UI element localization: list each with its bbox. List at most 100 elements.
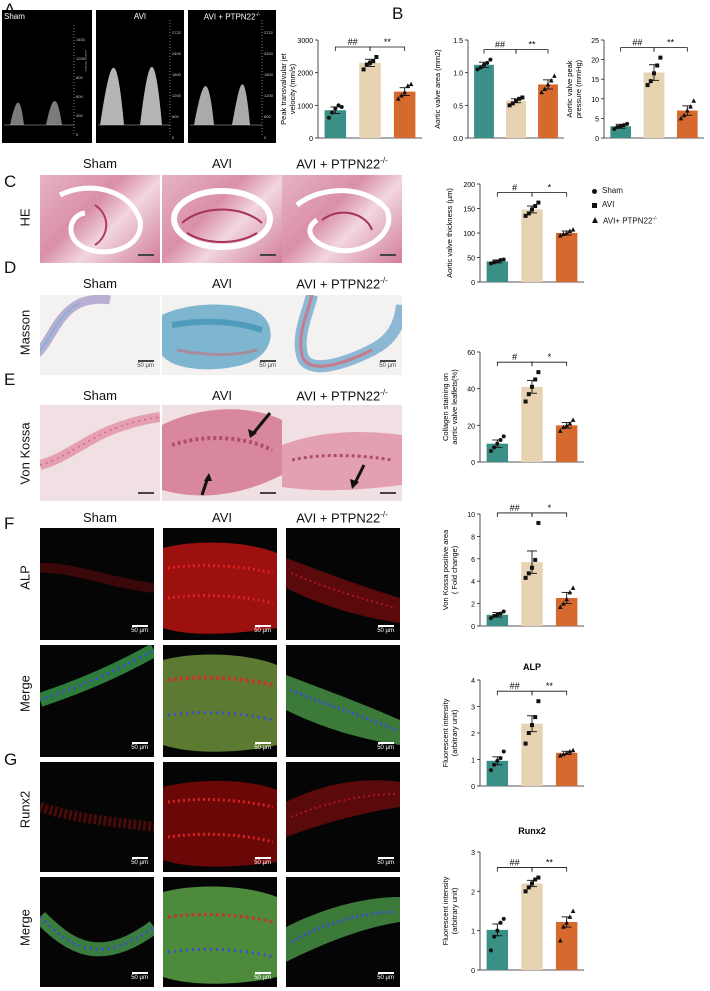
- data-point: [361, 67, 366, 72]
- row-label-merge-alp: Merge: [17, 675, 33, 712]
- row-label-alp: ALP: [17, 565, 33, 590]
- y-tick-label: 3000: [297, 38, 313, 45]
- echo-sham-title: Sham: [4, 12, 25, 21]
- scale-bar: 50 µm: [131, 857, 148, 866]
- y-tick-label: 1: [471, 929, 475, 936]
- bar-sham: [486, 760, 509, 786]
- data-point: [570, 747, 576, 753]
- data-point: [539, 89, 544, 95]
- panel-label-g: G: [4, 750, 18, 769]
- merge-alp-sham-image: 50 µm: [40, 645, 154, 757]
- data-point: [533, 715, 538, 720]
- scale-bar: [138, 492, 154, 495]
- masson-sham-image: 50 µm: [40, 295, 160, 375]
- data-point: [507, 103, 512, 108]
- panel-label-c: C: [4, 172, 17, 191]
- panel-label-d: D: [4, 258, 17, 277]
- y-axis-label: Aortic valve peakpressure (mmHg): [566, 59, 583, 118]
- y-axis-label: Peak transvalvular jetvelocity (mm/s): [279, 52, 297, 125]
- data-point: [536, 520, 541, 525]
- data-point: [536, 875, 541, 880]
- significance-bracket: [496, 690, 533, 696]
- data-point: [567, 914, 573, 919]
- significance-label: *: [548, 183, 552, 193]
- legend: Sham AVI AVI+ PTPN22-/-: [592, 184, 657, 229]
- data-point: [492, 613, 497, 618]
- col-title-sham-d: Sham: [83, 276, 117, 291]
- data-point: [658, 55, 663, 60]
- data-point: [368, 60, 372, 65]
- data-point: [510, 101, 515, 106]
- significance-label: ##: [495, 40, 505, 50]
- data-point: [561, 924, 566, 929]
- data-point: [618, 124, 623, 129]
- y-tick-label: 3: [471, 705, 475, 712]
- y-tick-label: 0: [471, 460, 475, 467]
- bar-ko: [538, 84, 558, 138]
- data-point: [475, 67, 480, 72]
- alp-ko-image: 50 µm: [286, 528, 400, 640]
- data-point: [530, 207, 534, 212]
- panel-label-f: F: [4, 514, 15, 533]
- data-point: [557, 428, 563, 433]
- y-tick-label: 0.0: [453, 136, 463, 143]
- scale-bar: 50 µm: [377, 857, 394, 866]
- vonkossa-sham-image: [40, 405, 160, 501]
- data-point: [561, 424, 566, 430]
- data-point: [514, 98, 518, 103]
- significance-label: ##: [510, 503, 520, 513]
- data-point: [691, 98, 697, 103]
- data-point: [570, 227, 576, 232]
- col-title-sham-c: Sham: [83, 156, 117, 171]
- significance-bracket: [496, 867, 533, 872]
- data-point: [488, 57, 493, 62]
- chart-vonkossa-area: 0 2 4 6 8 10 Von Kossa positive area( Fold cha…: [441, 503, 584, 631]
- data-point: [402, 89, 407, 95]
- scale-bar: 50 µm: [377, 625, 394, 634]
- data-point: [625, 121, 630, 126]
- significance-label: **: [546, 858, 554, 868]
- data-point: [488, 616, 493, 621]
- y-tick-label: 1.5: [453, 38, 463, 45]
- data-point: [482, 62, 486, 67]
- row-label-masson: Masson: [17, 309, 33, 356]
- runx2-sham-image: 50 µm: [40, 762, 154, 872]
- data-point: [326, 115, 331, 120]
- data-point: [561, 751, 566, 757]
- col-title-ko-f: AVI + PTPN22-/-: [296, 510, 388, 526]
- significance-bracket: [531, 361, 568, 367]
- col-title-sham-e: Sham: [83, 388, 117, 403]
- data-point: [488, 948, 493, 953]
- data-point: [570, 585, 576, 590]
- bar-avi: [521, 209, 543, 282]
- he-sham-image: [40, 175, 160, 263]
- significance-label: ##: [510, 858, 520, 868]
- significance-bracket: [531, 690, 568, 696]
- data-point: [612, 126, 617, 131]
- data-point: [374, 54, 379, 59]
- y-tick-label: 15: [591, 77, 599, 84]
- merge-runx2-avi-image: 50 µm: [163, 877, 277, 987]
- data-point: [498, 611, 503, 616]
- y-tick-label: 8: [471, 534, 475, 541]
- y-tick-label: 50: [467, 256, 475, 263]
- y-tick-label: 0: [471, 968, 475, 975]
- scale-bar: [380, 254, 396, 257]
- data-point: [523, 213, 528, 218]
- bar-ko: [555, 598, 578, 626]
- row-label-merge-runx2: Merge: [17, 909, 33, 946]
- data-point: [526, 885, 531, 890]
- col-title-avi-e: AVI: [212, 388, 232, 403]
- data-point: [478, 65, 483, 70]
- scale-bar: 50 µm: [377, 742, 394, 751]
- data-point: [681, 112, 687, 118]
- data-point: [564, 596, 569, 602]
- scale-bar: 50 µm: [379, 360, 396, 369]
- data-point: [498, 438, 503, 442]
- data-point: [495, 612, 500, 617]
- data-point: [564, 422, 569, 428]
- data-point: [498, 756, 503, 761]
- data-point: [542, 86, 548, 91]
- y-tick-label: 0: [309, 136, 313, 143]
